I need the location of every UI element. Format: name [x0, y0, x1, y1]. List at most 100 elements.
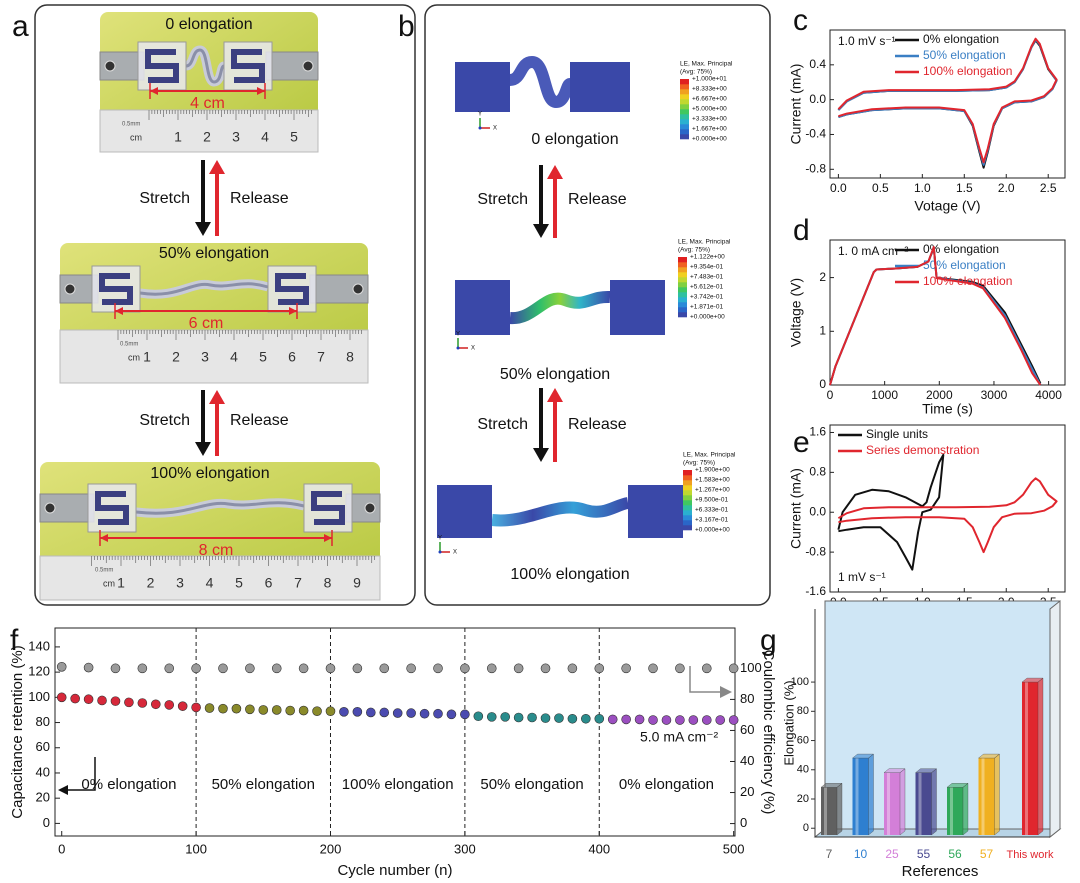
panel-label: g — [760, 624, 777, 657]
colorbar-band — [678, 257, 687, 263]
colorbar-label: +5.000e+00 — [692, 106, 727, 113]
length-label: 6 cm — [189, 315, 224, 332]
data-point — [540, 663, 551, 674]
ruler-note: 0.5mm — [120, 342, 138, 348]
bar-highlight — [1025, 682, 1028, 835]
data-point — [325, 663, 336, 674]
data-point — [150, 699, 161, 710]
y-tick-label: 100 — [28, 689, 50, 704]
release-label: Release — [230, 190, 289, 207]
ruler-number: 4 — [230, 349, 238, 365]
side-wall — [1049, 599, 1061, 839]
strain-body — [491, 497, 630, 527]
data-point — [406, 663, 416, 674]
data-point — [594, 713, 605, 724]
colorbar-band — [678, 282, 687, 288]
bar — [978, 758, 995, 835]
data-point — [406, 708, 416, 718]
legend-label: 50% elongation — [923, 258, 1006, 272]
data-point — [513, 712, 524, 723]
stretch-arrow — [533, 388, 549, 462]
x-tick-label: 55 — [917, 847, 931, 861]
colorbar-label: +6.667e+00 — [692, 96, 727, 103]
bar-top — [820, 783, 843, 788]
legend-subtitle: (Avg: 75%) — [683, 460, 715, 467]
triad-z — [438, 550, 442, 554]
length-arrowhead — [257, 87, 265, 95]
ruler-note: 0.5mm — [122, 122, 140, 128]
data-point — [70, 693, 80, 704]
data-point — [110, 696, 121, 706]
colorbar-band — [683, 520, 692, 526]
electrode-pattern — [145, 49, 179, 83]
strain-body — [508, 55, 574, 109]
colorbar-label: +1.900e+00 — [695, 467, 730, 474]
y-axis-label: Current (mA) — [788, 468, 804, 549]
y-tick-label: 140 — [28, 638, 50, 653]
electrode-pattern — [311, 491, 345, 525]
colorbar-label: +1.667e+00 — [692, 126, 727, 133]
ruler-number: 2 — [147, 575, 155, 591]
bar-top — [883, 768, 906, 773]
colorbar-band — [683, 515, 692, 521]
axis-pointer-head — [58, 785, 68, 795]
bar-side — [931, 768, 937, 836]
release-label: Release — [230, 412, 289, 429]
annotation: 1. 0 mA cm⁻² — [838, 244, 908, 258]
release-arrow — [209, 160, 225, 236]
data-point — [164, 700, 175, 710]
x-tick-label: 500 — [723, 841, 745, 856]
data-point — [231, 703, 242, 714]
colorbar-band — [680, 89, 689, 95]
bar — [884, 772, 900, 835]
ruler — [99, 109, 319, 153]
series-line — [837, 453, 945, 571]
bar-side — [899, 768, 906, 836]
x-tick-label: 1000 — [871, 388, 898, 402]
x-axis-label: Votage (V) — [914, 198, 980, 214]
data-point — [110, 663, 121, 674]
x-tick-label: 2000 — [926, 388, 953, 402]
ruler-number: 2 — [172, 349, 180, 365]
data-point — [446, 709, 457, 720]
panel-a-frame — [34, 4, 416, 606]
stretch-label: Stretch — [477, 416, 528, 433]
y-tick-label: 0.8 — [809, 465, 826, 479]
pad-block — [437, 485, 492, 538]
data-point — [648, 663, 658, 674]
colorbar-band — [683, 475, 692, 481]
ruler-number: 2 — [203, 129, 211, 145]
x-tick-label: 3000 — [981, 388, 1008, 402]
data-point — [245, 704, 255, 715]
y2-tick-label: 40 — [740, 753, 754, 768]
colorbar-band — [683, 510, 692, 516]
colorbar-band — [683, 495, 692, 501]
triad-label: X — [471, 346, 475, 352]
colorbar-band — [678, 277, 687, 283]
data-point — [271, 705, 282, 715]
panel-label: b — [398, 10, 415, 43]
ruler-number: 1 — [143, 349, 151, 365]
colorbar-label: +1.583e+00 — [695, 477, 730, 484]
x-tick-label: 1.5 — [956, 181, 973, 195]
colorbar-band — [680, 84, 689, 90]
triad-label: Y — [438, 536, 442, 542]
ruler-number: 5 — [259, 349, 267, 365]
ruler-number: 8 — [324, 575, 332, 591]
stretch-arrow — [195, 160, 211, 236]
colorbar-band — [678, 272, 687, 278]
y-tick-label: 120 — [28, 664, 50, 679]
connector-core — [135, 501, 305, 515]
bar-highlight — [981, 758, 985, 835]
stretch-label: Stretch — [139, 412, 190, 429]
colorbar-label: +1.122e+00 — [690, 254, 725, 261]
bar-top — [852, 753, 874, 759]
data-point — [271, 663, 282, 674]
y2-tick-label: 60 — [740, 722, 754, 737]
release-label: Release — [568, 416, 627, 433]
bar-side — [1037, 677, 1044, 836]
data-point — [460, 663, 470, 674]
y-tick-label: 0.0 — [809, 92, 826, 106]
ruler-unit: cm — [103, 578, 115, 588]
colorbar-band — [683, 490, 692, 496]
